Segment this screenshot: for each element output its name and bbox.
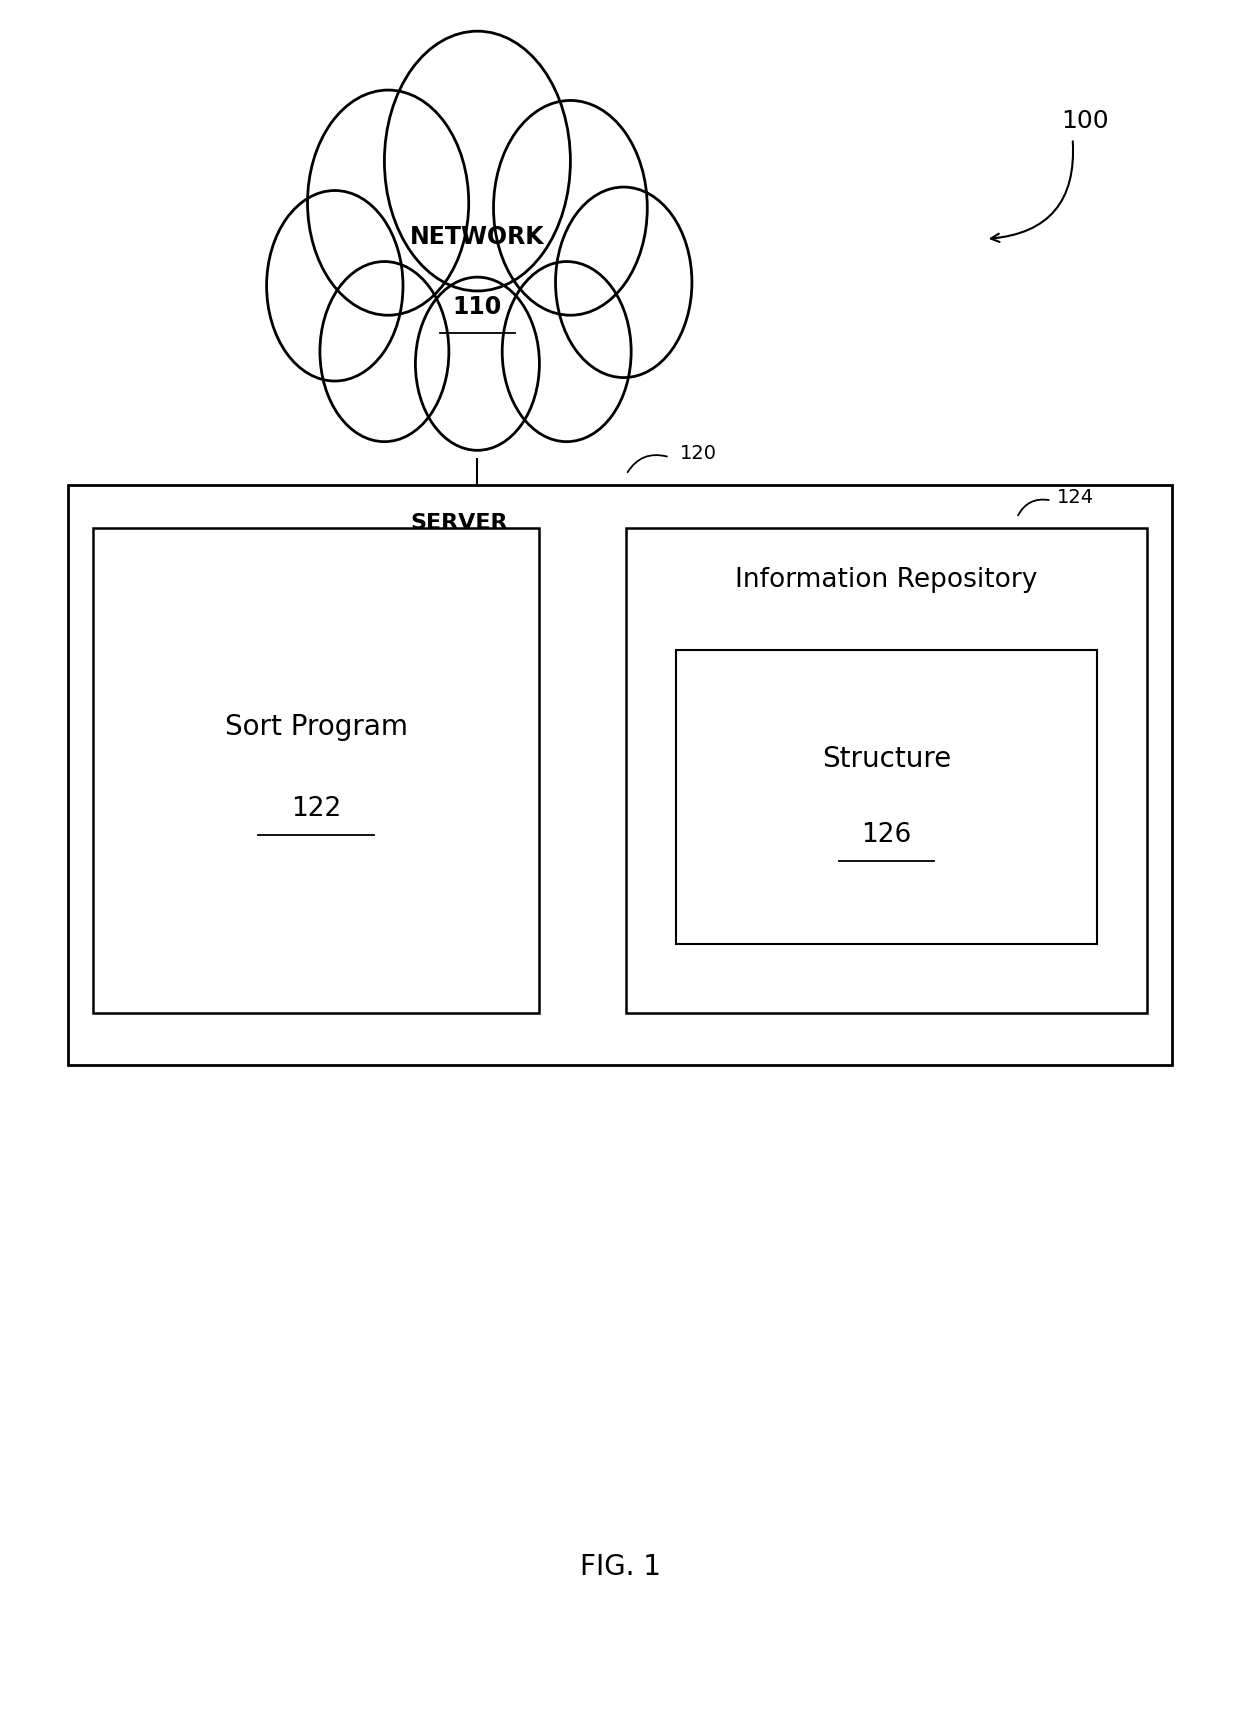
Text: 122: 122 [291, 795, 341, 823]
Circle shape [415, 277, 539, 450]
FancyBboxPatch shape [626, 528, 1147, 1013]
Circle shape [320, 262, 449, 442]
Circle shape [494, 100, 647, 315]
Text: Structure: Structure [822, 745, 951, 772]
Text: 120: 120 [680, 445, 717, 462]
Circle shape [308, 90, 469, 315]
Circle shape [267, 191, 403, 381]
Circle shape [384, 31, 570, 291]
Text: FIG. 1: FIG. 1 [579, 1554, 661, 1581]
Text: SERVER: SERVER [410, 513, 507, 533]
FancyArrowPatch shape [1018, 499, 1049, 516]
Text: 100: 100 [1061, 109, 1109, 133]
Text: 124: 124 [1056, 488, 1094, 506]
FancyBboxPatch shape [676, 650, 1097, 944]
Text: 110: 110 [453, 294, 502, 319]
FancyArrowPatch shape [991, 142, 1073, 242]
FancyBboxPatch shape [68, 485, 1172, 1065]
Text: 126: 126 [862, 821, 911, 849]
Circle shape [502, 262, 631, 442]
Text: NETWORK: NETWORK [410, 225, 544, 249]
Text: Sort Program: Sort Program [224, 714, 408, 741]
FancyArrowPatch shape [627, 456, 667, 473]
Ellipse shape [316, 156, 639, 398]
Text: Information Repository: Information Repository [735, 566, 1038, 594]
Circle shape [556, 187, 692, 378]
FancyBboxPatch shape [93, 528, 539, 1013]
